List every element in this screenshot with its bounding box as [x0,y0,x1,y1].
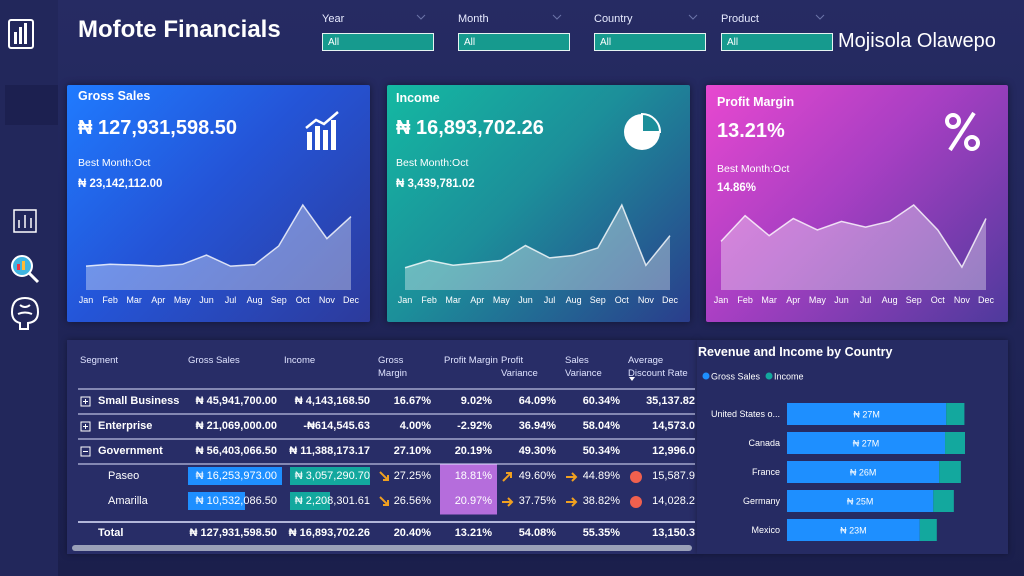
table-cell: ₦ 11,388,173.17 [289,445,370,457]
column-header: Gross Margin [378,355,408,379]
table-cell: ₦ 16,253,973.00 [195,470,277,482]
table-cell: ₦ 16,893,702.26 [288,527,370,539]
filter-label: Year [322,13,345,25]
table-cell: 20.97% [454,495,492,507]
column-header: Segment [80,355,119,366]
table-cell: 35,137.82 [646,395,695,407]
filter-dropdown[interactable]: All [594,33,706,51]
column-header: Income [284,355,316,366]
filter-dropdown[interactable]: All [322,33,434,51]
logo [8,19,34,49]
table-cell: 27.25% [393,470,431,482]
table-cell: ₦ 127,931,598.50 [189,527,277,539]
table-cell: 49.30% [518,445,556,457]
nav-selected[interactable] [5,85,58,125]
table-cell: 15,587.9 [652,470,695,482]
table-cell: 49.60% [518,470,556,482]
table-cell: 20.40% [393,527,431,539]
table-cell: Government [98,445,163,457]
filter-label: Month [458,13,489,25]
report-icon[interactable] [13,209,37,233]
table-cell: 50.34% [582,445,620,457]
table-cell: Enterprise [98,420,153,432]
table-cell: 14,028.2 [652,495,695,507]
table-cell: 37.75% [518,495,556,507]
table-cell: Small Business [98,395,180,407]
filter-label: Product [721,13,759,25]
table-cell: Total [98,527,124,539]
table-cell: ₦ 4,143,168.50 [294,395,370,407]
table-cell: 36.94% [518,420,556,432]
table-cell: ₦ 3,057,290.70 [294,470,370,482]
table-cell: 13.21% [454,527,492,539]
table-cell: 14,573.0 [652,420,695,432]
column-header: Sales Variance [565,355,602,379]
table-cell: 38.82% [582,495,620,507]
table-cell: 12,996.0 [652,445,695,457]
filter-dropdown[interactable]: All [458,33,570,51]
table-cell: 54.08% [518,527,556,539]
filter-chevron [552,14,562,20]
table-cell: 20.19% [454,445,492,457]
sidebar-icons [5,19,58,330]
filter-chevron [416,14,426,20]
table-cell: ₦ 56,403,066.50 [195,445,277,457]
table-cell: 58.04% [582,420,620,432]
column-header: Profit Variance [501,355,538,379]
kpi-card [67,85,370,322]
filter-chevron [815,14,825,20]
filter-dropdown[interactable]: All [721,33,833,51]
filter-chevron [688,14,698,20]
column-header: Gross Sales [188,355,240,366]
column-header: Profit Margin [444,355,498,366]
chart-panel [697,340,1008,554]
table-cell: 55.35% [582,527,620,539]
table-cell: -₦614,545.63 [303,420,370,432]
table-cell: 13,150.3 [652,527,695,539]
table-cell: -2.92% [457,420,492,432]
table-cell: 16.67% [393,395,431,407]
table-cell: 64.09% [518,395,556,407]
table-cell: 60.34% [582,395,620,407]
sidebar [0,0,58,576]
table-cell: Amarilla [108,495,148,507]
analysis-icon[interactable] [11,255,40,284]
kpi-card [706,85,1008,322]
user-name: Mojisola Olawepo [838,30,996,52]
table-cell: ₦ 21,069,000.00 [195,420,277,432]
table-cell: 4.00% [399,420,431,432]
insights-icon[interactable] [10,296,40,330]
table-panel [67,340,697,554]
table-cell: 26.56% [393,495,431,507]
column-header: Average Discount Rate [628,355,688,379]
table-cell: 44.89% [582,470,620,482]
table-cell: ₦ 10,532,086.50 [195,495,277,507]
filter-label: Country [594,13,633,25]
table-cell: ₦ 2,208,301.61 [294,495,370,507]
table-cell: Paseo [108,470,140,482]
kpi-card [387,85,690,322]
table-cell: 9.02% [460,395,492,407]
table-cell: 18.81% [454,470,492,482]
table-cell: 27.10% [393,445,431,457]
dashboard-title: Mofote Financials [78,16,281,43]
table-cell: ₦ 45,941,700.00 [195,395,277,407]
